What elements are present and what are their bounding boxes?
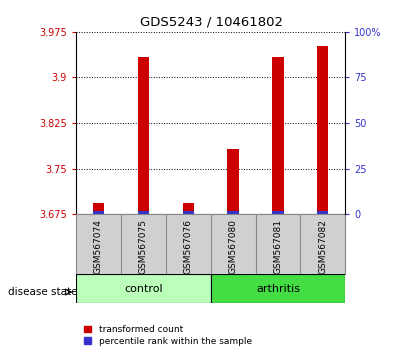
Bar [272,211,284,214]
Text: GSM567080: GSM567080 [229,219,238,274]
Bar [317,211,328,214]
Text: GSM567082: GSM567082 [318,219,327,274]
Text: control: control [124,284,163,293]
Bar [227,149,239,214]
Bar [272,57,284,214]
Bar [138,211,149,214]
Text: GSM567076: GSM567076 [184,219,193,274]
Text: GSM567081: GSM567081 [273,219,282,274]
Bar [76,274,211,303]
Text: GDS5243 / 10461802: GDS5243 / 10461802 [140,16,283,29]
Bar [317,46,328,214]
Bar [227,211,239,214]
Text: disease state: disease state [8,287,78,297]
Bar [138,57,149,214]
Bar [182,211,194,214]
Bar [182,203,194,214]
Bar [93,211,104,214]
Bar [211,274,345,303]
Bar [93,203,104,214]
Text: GSM567074: GSM567074 [94,219,103,274]
Legend: transformed count, percentile rank within the sample: transformed count, percentile rank withi… [81,321,255,349]
Text: GSM567075: GSM567075 [139,219,148,274]
Text: arthritis: arthritis [256,284,300,293]
